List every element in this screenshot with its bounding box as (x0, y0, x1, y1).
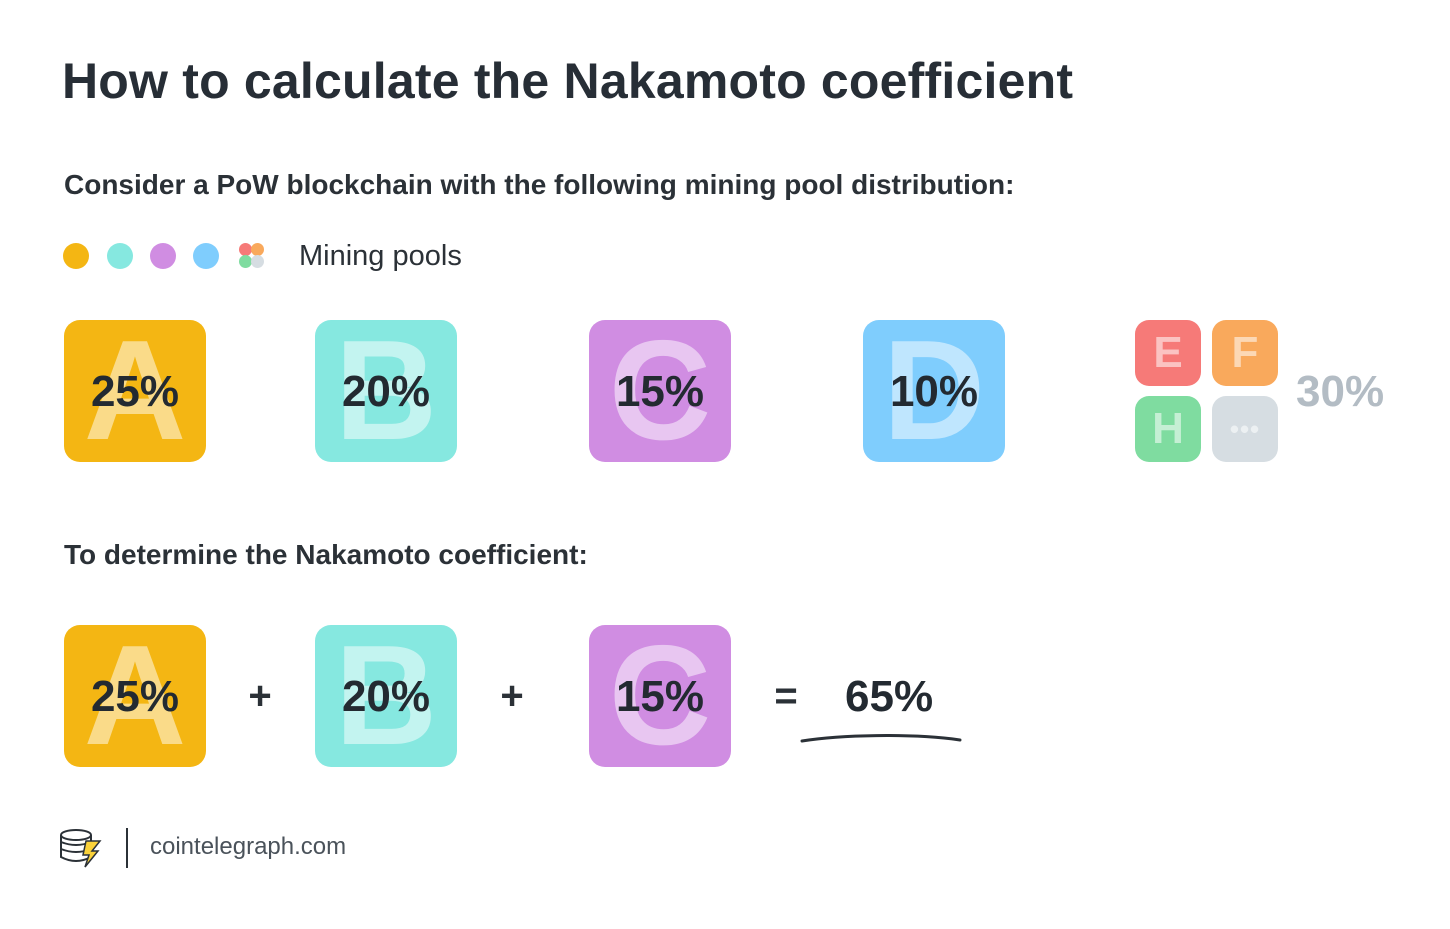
legend-dot-b-icon (107, 243, 133, 269)
pool-tile-h: H (1135, 396, 1201, 462)
plus-sign: + (500, 674, 524, 718)
legend-label: Mining pools (299, 240, 462, 272)
pool-percent: 20% (341, 367, 431, 416)
pool-tile-f: F (1212, 320, 1278, 386)
pool-percent: 20% (341, 672, 431, 721)
pool-letter: C (608, 625, 712, 767)
equation-tile-c: C 15% (589, 625, 731, 767)
pool-tile-c: C 15% (589, 320, 731, 462)
pool-percent: 15% (615, 367, 705, 416)
pool-tile-more: ••• (1212, 396, 1278, 462)
legend-dot-d-icon (193, 243, 219, 269)
equals-sign: = (774, 674, 798, 718)
pool-percent: 15% (615, 672, 705, 721)
pool-letter: B (334, 625, 438, 767)
equation-result: 65% (845, 672, 934, 721)
pool-letter: A (83, 625, 187, 767)
pool-letter: A (83, 320, 187, 462)
pool-percent: 25% (90, 672, 180, 721)
legend-mixed-dot-icon (239, 243, 265, 269)
legend: Mining pools (63, 240, 483, 272)
pool-letter: D (882, 320, 986, 462)
result-underline (800, 734, 962, 743)
equation-tile-a: A 25% (64, 625, 206, 767)
plus-sign: + (248, 674, 272, 718)
legend-dot-c-icon (150, 243, 176, 269)
footer-divider (126, 828, 128, 868)
pool-letter: C (608, 320, 712, 462)
others-percent: 30% (1296, 367, 1385, 416)
pool-tile-d: D 10% (863, 320, 1005, 462)
page-title: How to calculate the Nakamoto coefficien… (62, 53, 1074, 109)
pool-tile-b: B 20% (315, 320, 457, 462)
equation-tile-b: B 20% (315, 625, 457, 767)
legend-dot-a-icon (63, 243, 89, 269)
pool-percent: 10% (889, 367, 979, 416)
pool-tile-e: E (1135, 320, 1201, 386)
pool-letter: B (334, 320, 438, 462)
pool-percent: 25% (90, 367, 180, 416)
intro-text: Consider a PoW blockchain with the follo… (64, 169, 1015, 200)
determine-text: To determine the Nakamoto coefficient: (64, 539, 588, 570)
cointelegraph-logo-icon (60, 829, 102, 868)
footer-site: cointelegraph.com (150, 833, 347, 860)
pool-tile-a: A 25% (64, 320, 206, 462)
